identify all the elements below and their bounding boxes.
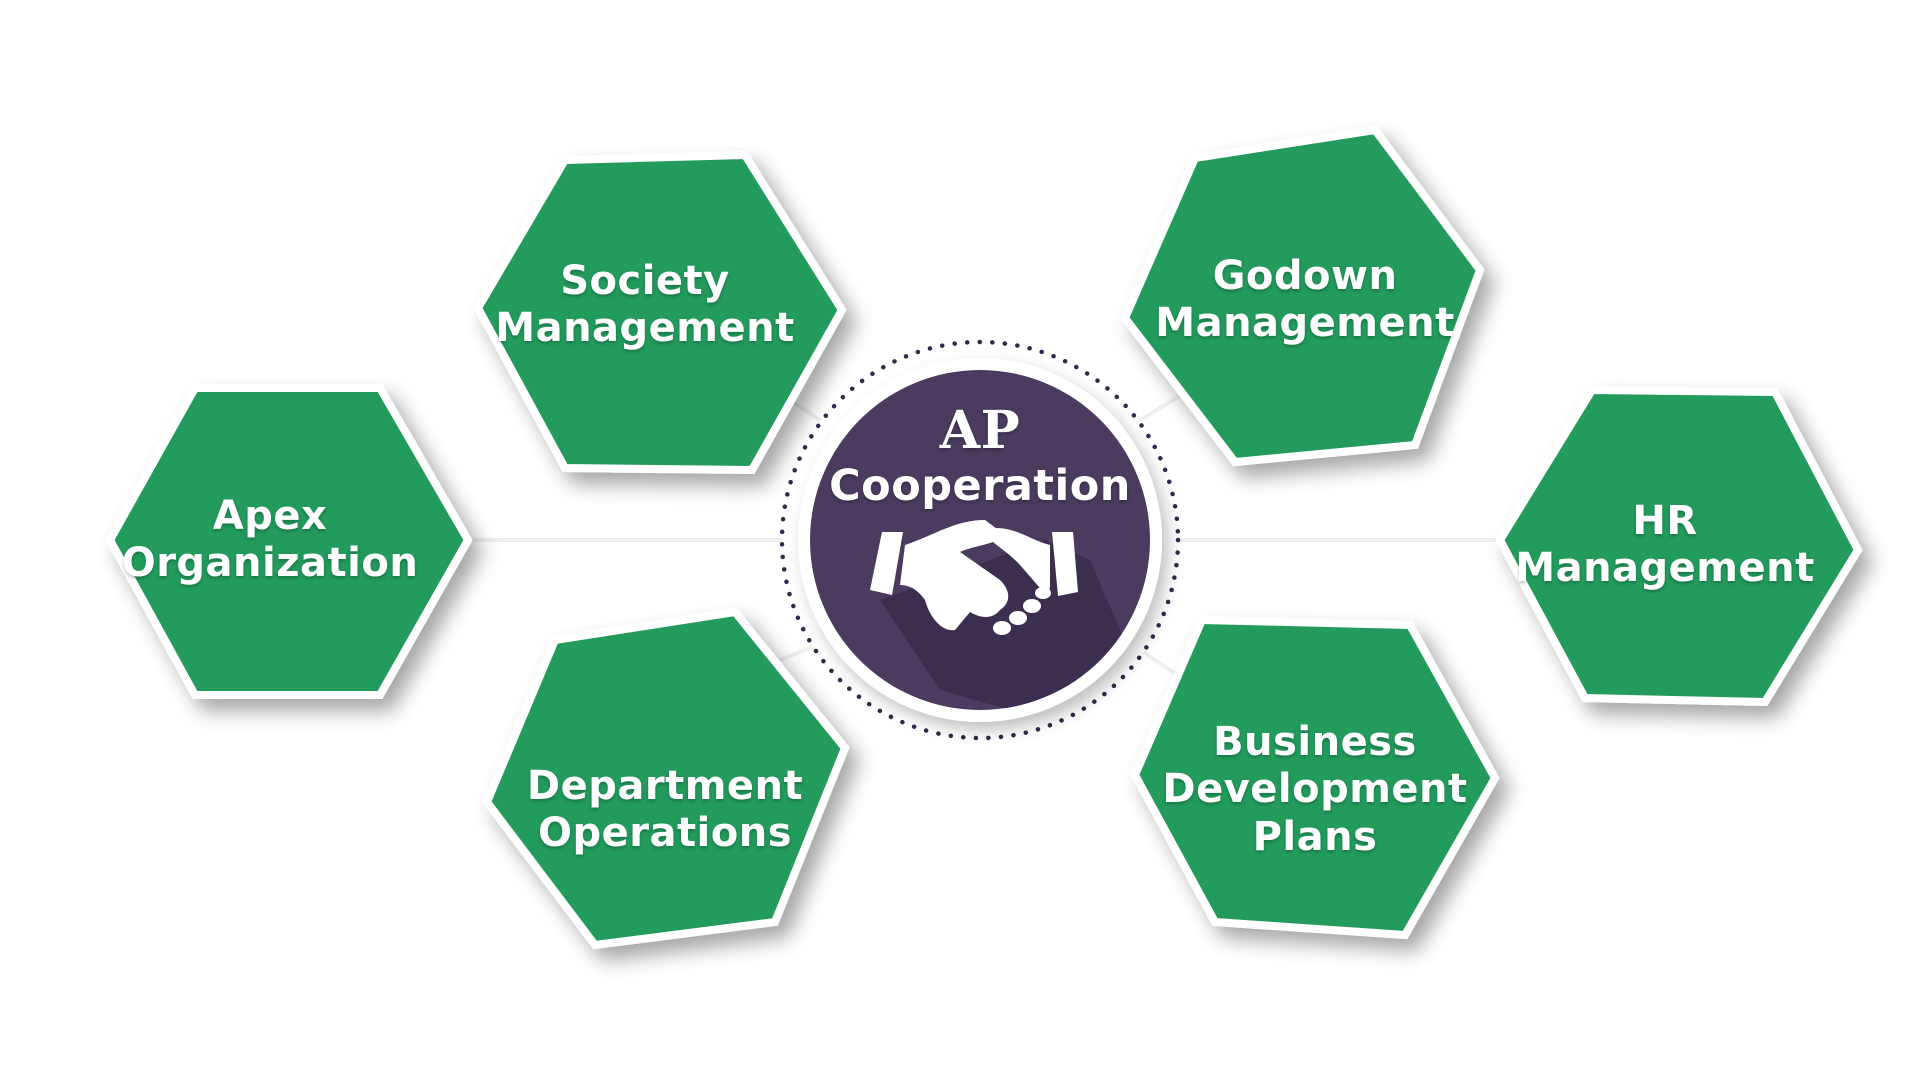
label-line: Department: [526, 762, 804, 809]
label-godown-management: Godown Management: [1140, 225, 1470, 375]
label-line: Operations: [537, 810, 793, 856]
label-line: Development: [1162, 766, 1468, 813]
hexagon-godown[interactable]: [1120, 125, 1485, 467]
label-hr-management: HR Management: [1500, 470, 1830, 620]
hexagon-business[interactable]: [1130, 615, 1500, 940]
label-line: HR: [1632, 497, 1698, 544]
label-line: Organization: [121, 540, 419, 586]
hexagon-society[interactable]: [473, 150, 847, 475]
hexagon-apex[interactable]: [105, 384, 473, 699]
label-line: Godown: [1212, 252, 1398, 299]
handshake-icon: [870, 520, 1078, 635]
label-line: Business: [1213, 719, 1417, 766]
label-society-management: Society Management: [480, 230, 810, 380]
center-badge: [779, 339, 1181, 741]
label-line: Management: [1515, 545, 1815, 591]
hexagon-department[interactable]: [482, 607, 850, 950]
center-title-ap: AP: [939, 399, 1021, 461]
label-line: Society: [560, 257, 730, 304]
label-line: Management: [495, 305, 795, 351]
center-title-cooperation: Cooperation: [829, 461, 1131, 511]
hexagon-hr[interactable]: [1495, 385, 1863, 707]
label-line: Management: [1155, 300, 1455, 346]
label-business-development-plans: Business Development Plans: [1150, 690, 1480, 890]
label-line: Apex: [212, 492, 328, 539]
label-apex-organization: Apex Organization: [110, 445, 430, 635]
label-department-operations: Department Operations: [500, 740, 830, 880]
label-line: Plans: [1252, 813, 1378, 860]
